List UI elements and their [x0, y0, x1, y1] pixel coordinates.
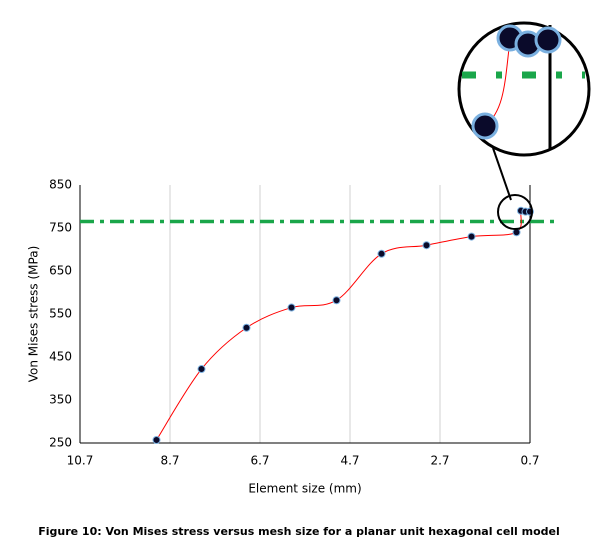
x-tick-label: 8.7: [160, 454, 179, 468]
x-tick-label: 10.7: [67, 454, 94, 468]
series-line: [156, 208, 531, 441]
y-tick-label: 450: [49, 350, 72, 364]
zoom-inset: [457, 21, 591, 230]
y-tick-label: 850: [49, 178, 72, 192]
x-tick-label: 2.7: [430, 454, 449, 468]
data-point: [197, 365, 206, 374]
data-point: [332, 296, 341, 305]
data-point: [467, 232, 476, 241]
x-axis-label: Element size (mm): [248, 482, 361, 496]
y-tick-label: 650: [49, 264, 72, 278]
y-tick-label: 750: [49, 221, 72, 235]
zoom-marker: [471, 112, 499, 140]
zoom-marker: [534, 26, 562, 54]
y-tick-label: 350: [49, 393, 72, 407]
data-point: [242, 323, 251, 332]
x-tick-label: 6.7: [250, 454, 269, 468]
x-tick-label: 4.7: [340, 454, 359, 468]
data-point: [287, 303, 296, 312]
zoom-arrow: [492, 147, 512, 201]
data-point: [152, 435, 161, 444]
data-point: [377, 249, 386, 258]
zoom-source: [497, 194, 533, 230]
x-tick-label: 0.7: [520, 454, 539, 468]
y-tick-label: 250: [49, 436, 72, 450]
y-axis-label: Von Mises stress (MPa): [27, 246, 41, 383]
caption: Figure 10: Von Mises stress versus mesh …: [38, 525, 560, 538]
data-point: [422, 241, 431, 250]
y-tick-label: 550: [49, 307, 72, 321]
